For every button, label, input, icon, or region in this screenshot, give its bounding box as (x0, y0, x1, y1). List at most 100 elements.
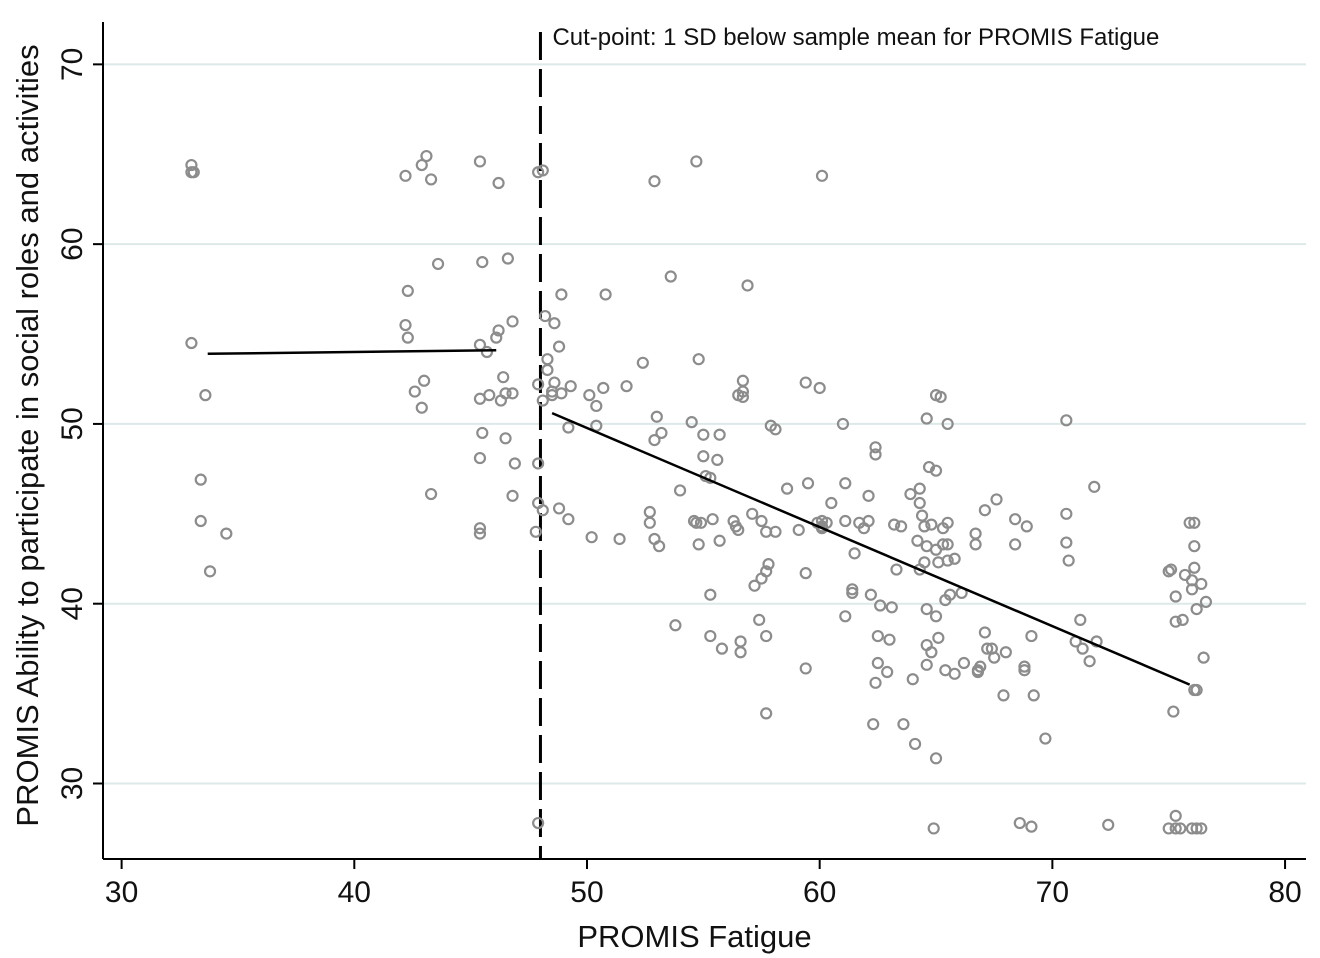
data-point (736, 374, 749, 387)
data-point (929, 610, 943, 623)
data-point (1162, 822, 1175, 835)
data-point (890, 563, 903, 576)
data-point (473, 527, 487, 540)
data-point (941, 538, 954, 551)
data-point (969, 527, 982, 540)
data-point (536, 504, 549, 517)
data-point (813, 381, 826, 395)
data-point (399, 318, 412, 332)
x-tick-label: 40 (338, 876, 371, 909)
data-point (685, 416, 698, 429)
data-point (506, 315, 519, 328)
data-point (1188, 683, 1201, 697)
data-point (1197, 651, 1210, 664)
data-point (741, 279, 754, 292)
data-point (746, 507, 759, 520)
data-point (1164, 563, 1178, 576)
data-point (1185, 583, 1199, 596)
data-point (799, 662, 812, 675)
data-point (690, 516, 703, 529)
data-point (825, 496, 838, 510)
data-point (925, 518, 938, 531)
data-point (415, 158, 428, 172)
data-point (990, 493, 1003, 506)
data-point (941, 516, 954, 529)
data-point (424, 173, 438, 186)
y-axis-title: PROMIS Ability to participate in social … (10, 44, 45, 826)
data-point (401, 284, 414, 297)
data-point (820, 516, 833, 529)
data-point (769, 423, 782, 436)
data-point (431, 257, 445, 271)
data-point (988, 651, 1001, 664)
data-point (760, 707, 773, 720)
data-point (908, 737, 922, 751)
data-point (692, 353, 705, 366)
data-point (704, 629, 717, 643)
data-point (650, 410, 663, 423)
data-point (648, 434, 661, 447)
data-point (506, 387, 519, 400)
data-point (748, 579, 761, 592)
data-point (943, 588, 957, 601)
data-point (867, 718, 880, 731)
data-point (911, 534, 924, 547)
x-tick-label: 50 (570, 876, 603, 909)
data-point (781, 482, 794, 495)
data-point (548, 317, 561, 330)
data-point (760, 565, 773, 578)
data-point (194, 473, 207, 486)
data-point (913, 496, 926, 510)
data-point (1190, 822, 1203, 835)
data-point (881, 665, 894, 679)
data-point (1025, 629, 1038, 643)
data-point (401, 331, 414, 344)
data-point (713, 534, 726, 547)
data-point (978, 504, 991, 517)
y-tick-label: 60 (56, 227, 89, 260)
data-point (839, 477, 852, 490)
data-point (1102, 818, 1115, 831)
y-tick-label: 50 (56, 407, 89, 440)
data-point (532, 457, 545, 470)
data-point (424, 487, 438, 501)
data-point (590, 399, 603, 413)
data-point (697, 450, 710, 463)
y-tick-label: 30 (56, 767, 89, 800)
data-point (792, 523, 805, 537)
data-point (913, 482, 926, 495)
data-point (864, 588, 877, 601)
data-point (552, 502, 566, 515)
data-point (1018, 664, 1031, 677)
data-point (799, 567, 812, 580)
data-point (929, 752, 943, 765)
data-point (920, 603, 933, 616)
data-point (1009, 538, 1022, 551)
data-point (508, 457, 521, 470)
data-point (483, 389, 496, 402)
data-point (687, 514, 701, 528)
data-point (871, 629, 884, 643)
data-point (895, 520, 908, 533)
fit-line-1 (207, 348, 497, 356)
data-point (883, 633, 896, 646)
data-point (1090, 635, 1103, 648)
data-point (185, 336, 198, 350)
data-point (501, 252, 514, 265)
data-point (541, 363, 554, 377)
data-point (548, 376, 561, 389)
data-point (1190, 603, 1203, 616)
data-point (1188, 561, 1201, 574)
data-point (1018, 660, 1031, 673)
data-point (871, 656, 884, 670)
data-point (948, 667, 961, 680)
data-point (874, 599, 887, 612)
data-point (532, 816, 545, 830)
data-point (529, 525, 542, 538)
data-point (620, 380, 633, 393)
data-point (555, 387, 568, 400)
data-point (839, 514, 852, 528)
data-point (1076, 642, 1089, 655)
data-point (801, 477, 815, 490)
